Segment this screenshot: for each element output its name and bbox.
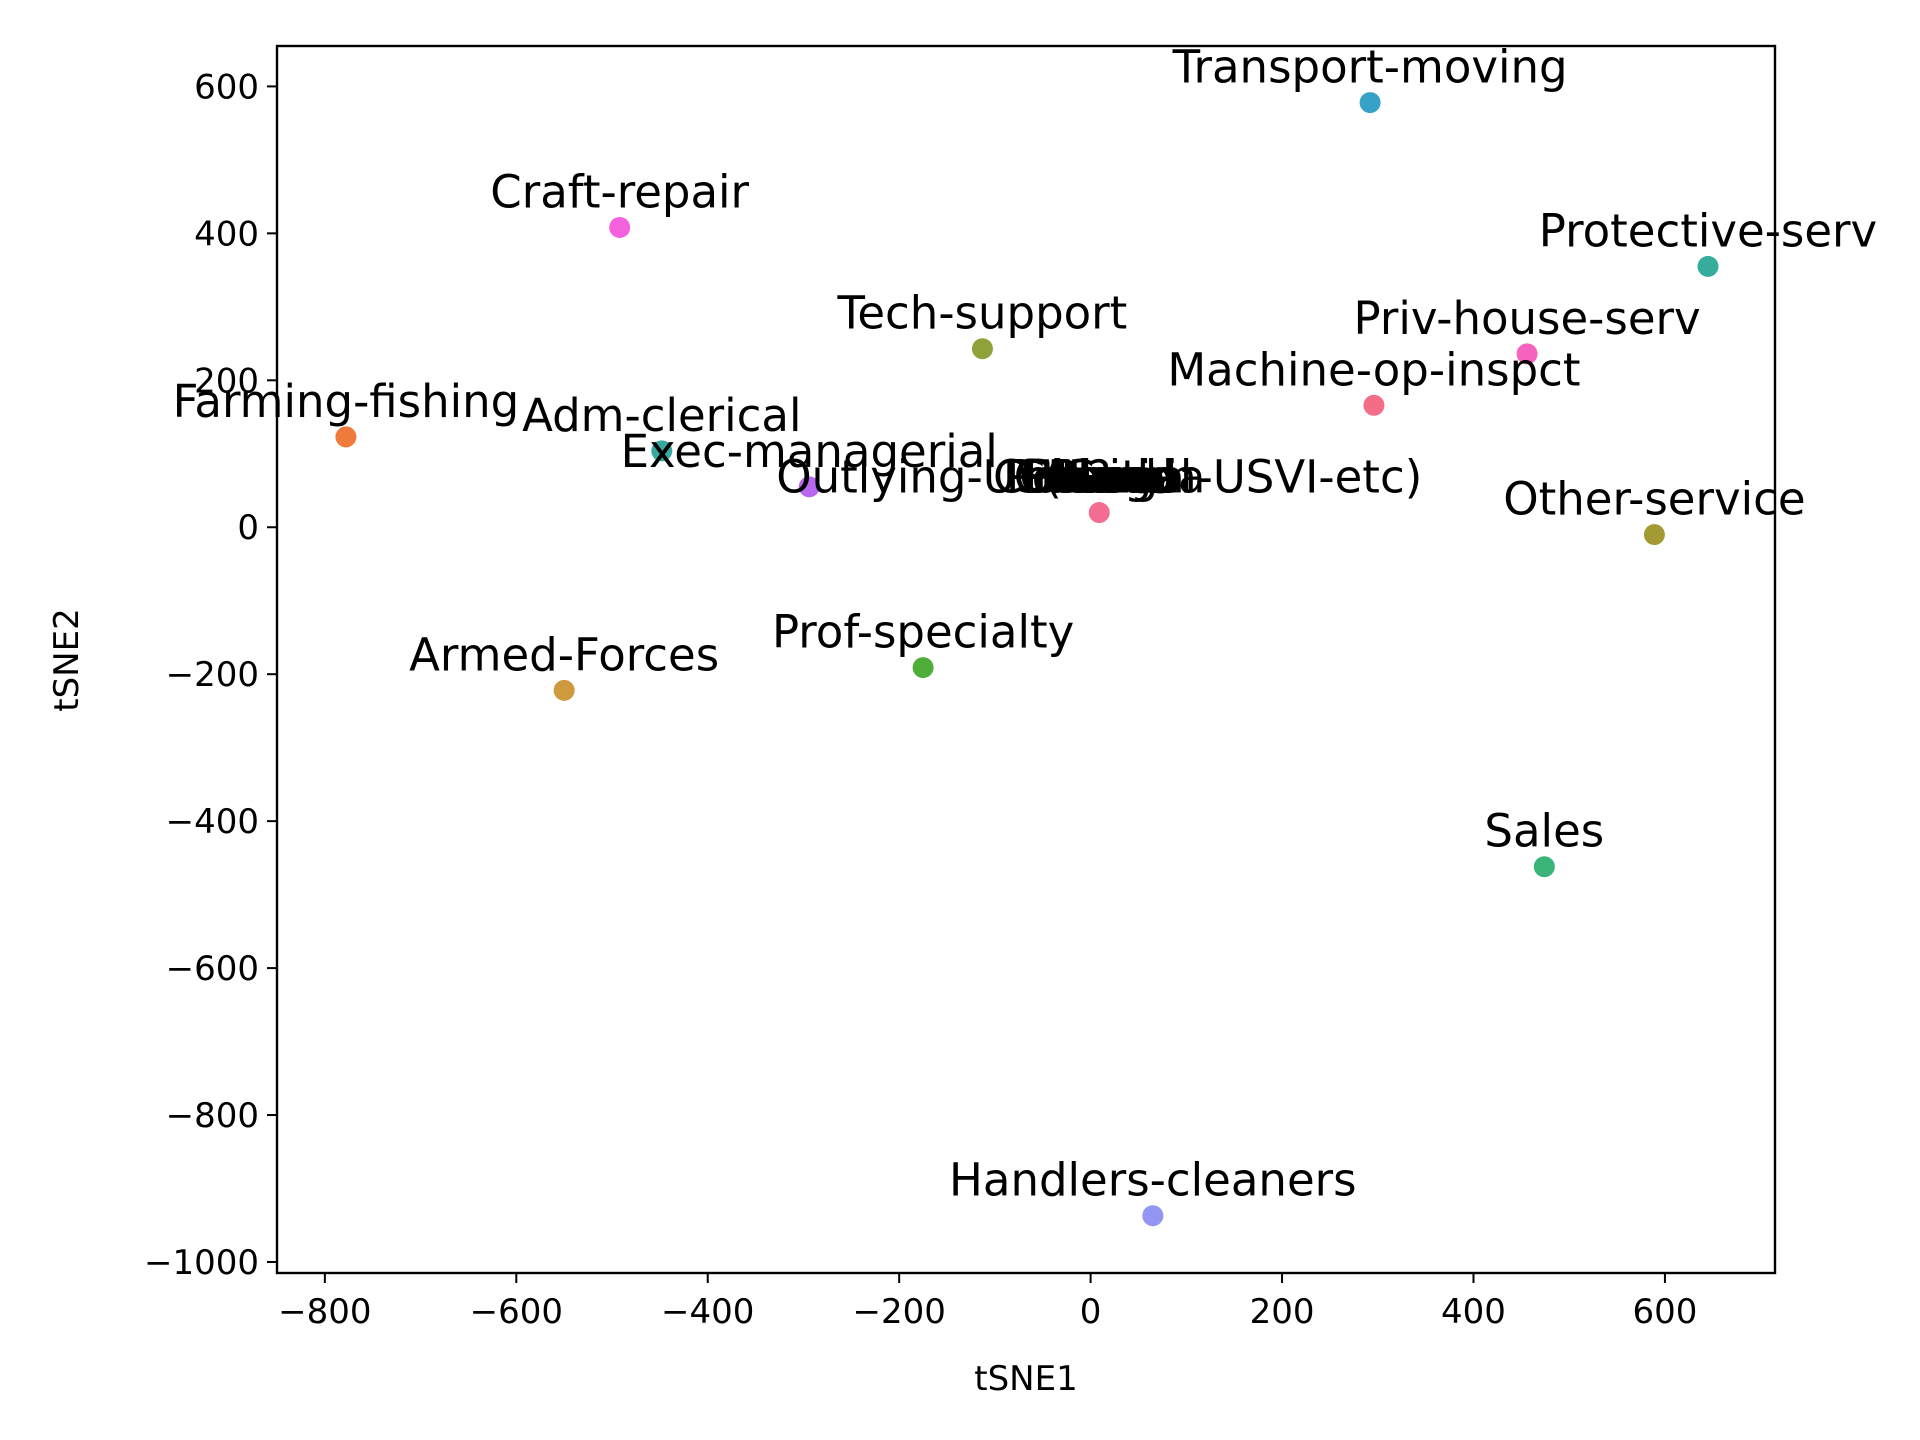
x-tick-label: 400 bbox=[1441, 1292, 1506, 1332]
x-tick-label: 200 bbox=[1250, 1292, 1315, 1332]
x-tick-label: −200 bbox=[852, 1292, 945, 1332]
y-tick-label: −800 bbox=[166, 1096, 259, 1136]
point-label: Handlers-cleaners bbox=[949, 1154, 1357, 1207]
y-tick-label: −600 bbox=[166, 949, 259, 989]
scatter-point bbox=[1363, 394, 1385, 416]
cluster-point-label: Peru bbox=[1049, 451, 1149, 504]
x-tick-label: 600 bbox=[1632, 1292, 1697, 1332]
point-label: Priv-house-serv bbox=[1353, 292, 1700, 345]
scatter-point bbox=[651, 440, 673, 462]
cluster-point-label: Iran bbox=[1055, 451, 1143, 504]
cluster-point-label: ? bbox=[1087, 451, 1111, 504]
scatter-point bbox=[798, 476, 820, 498]
x-axis-label: tSNE1 bbox=[974, 1359, 1077, 1399]
y-tick-label: 200 bbox=[194, 361, 259, 401]
scatter-point bbox=[609, 216, 631, 238]
x-tick-label: −800 bbox=[278, 1292, 371, 1332]
scatter-point bbox=[1697, 255, 1719, 277]
point-label: Prof-specialty bbox=[772, 606, 1074, 659]
y-tick-label: −400 bbox=[166, 802, 259, 842]
cluster-point-label: Greece bbox=[1019, 451, 1179, 504]
point-label: Tech-support bbox=[837, 287, 1128, 340]
point-label: Armed-Forces bbox=[409, 628, 719, 681]
scatter-point bbox=[553, 679, 575, 701]
x-tick-label: 0 bbox=[1080, 1292, 1102, 1332]
point-label: Other-service bbox=[1503, 473, 1805, 526]
cluster-point-label: Hong bbox=[1040, 451, 1158, 504]
x-axis-ticks: −800 −600 −400 −200 0 200 400 600 bbox=[278, 1273, 1697, 1332]
scatter-point bbox=[1516, 343, 1538, 365]
scatter-point bbox=[1533, 856, 1555, 878]
point-label: Machine-op-inspct bbox=[1167, 343, 1580, 396]
point-label: Craft-repair bbox=[490, 165, 749, 218]
point-label: Sales bbox=[1484, 805, 1604, 858]
y-tick-label: 400 bbox=[194, 214, 259, 254]
scatter-point bbox=[1088, 502, 1110, 524]
y-tick-label: −200 bbox=[166, 655, 259, 695]
cluster-point-label: Haiti bbox=[1047, 451, 1151, 504]
y-axis-ticks: −1000 −800 −600 −400 −200 0 200 400 600 bbox=[144, 67, 277, 1283]
point-label: Exec-managerial bbox=[621, 425, 998, 478]
point-label: Farming-fishing bbox=[173, 375, 520, 428]
y-tick-label: 0 bbox=[237, 508, 259, 548]
cluster-point-label: Ireland bbox=[1021, 451, 1177, 504]
y-axis-label: tSNE2 bbox=[47, 608, 87, 711]
point-label: Adm-clerical bbox=[522, 389, 801, 442]
x-tick-label: −400 bbox=[661, 1292, 754, 1332]
y-tick-label: −1000 bbox=[144, 1243, 259, 1283]
x-tick-label: −600 bbox=[470, 1292, 563, 1332]
cluster-point-label: Poland bbox=[1024, 451, 1174, 504]
cluster-point-label: Portugal bbox=[1006, 451, 1192, 504]
plot-marks: Transport-moving Craft-repair Protective-s… bbox=[173, 41, 1877, 1227]
y-tick-label: 600 bbox=[194, 67, 259, 107]
scatter-point bbox=[335, 426, 357, 448]
point-label: Transport-moving bbox=[1172, 41, 1568, 94]
scatter-point bbox=[912, 657, 934, 679]
cluster-point-label: Columbia bbox=[993, 451, 1205, 504]
plot-frame bbox=[275, 44, 1777, 1275]
point-label: Outlying-US(Guam-USVI-etc) bbox=[776, 451, 1422, 504]
point-label: Protective-serv bbox=[1539, 204, 1877, 257]
cluster-point-label: Canada bbox=[1014, 451, 1185, 504]
scatter-point bbox=[1643, 524, 1665, 546]
scatter-point bbox=[1359, 92, 1381, 114]
scatter-point bbox=[971, 338, 993, 360]
scatter-point bbox=[1142, 1205, 1164, 1227]
